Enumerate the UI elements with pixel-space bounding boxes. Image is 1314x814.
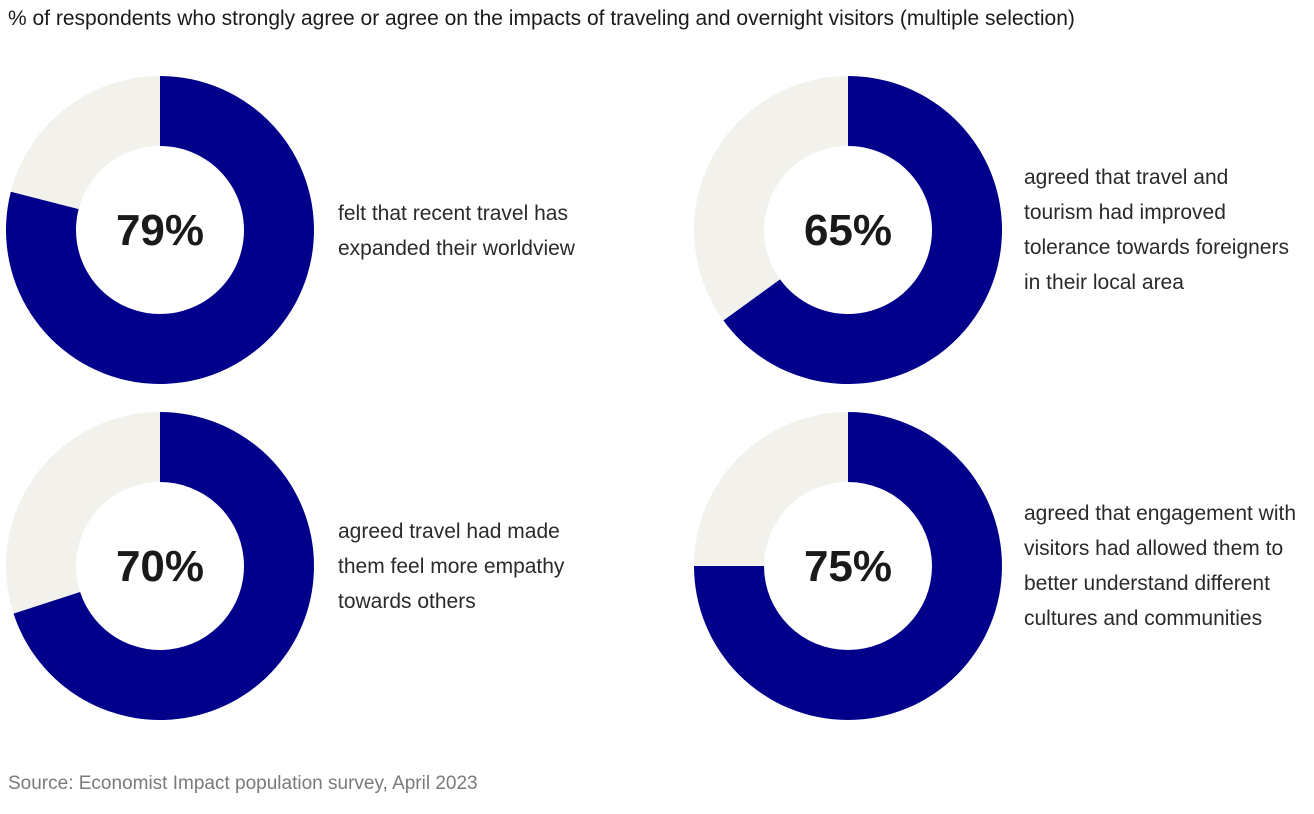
donut-remainder-slice xyxy=(10,76,160,210)
donut-remainder-slice xyxy=(5,412,161,614)
description-line: felt that recent travel has xyxy=(338,202,568,225)
description-line: visitors had allowed them to xyxy=(1024,537,1284,560)
description-line: in their local area xyxy=(1024,271,1184,294)
description-line: agreed that travel and xyxy=(1024,166,1229,189)
description-line: expanded their worldview xyxy=(338,237,575,260)
donut-center-label: 65% xyxy=(804,206,892,255)
donut-center-label: 75% xyxy=(804,542,892,591)
donut-chart-3: 70% xyxy=(5,412,315,720)
donut-chart-2: 65% xyxy=(694,76,1002,385)
description-line: cultures and communities xyxy=(1024,607,1263,630)
donut-value-slice xyxy=(723,76,1002,385)
description-line: agreed travel had made xyxy=(338,520,560,543)
donut-center-label: 70% xyxy=(116,542,204,591)
donut-description-2: agreed that travel and tourism had improv… xyxy=(1024,160,1289,300)
donut-chart-1: 79% xyxy=(5,76,314,384)
description-line: better understand different xyxy=(1024,572,1270,595)
donut-value-slice xyxy=(5,76,314,384)
description-line: them feel more empathy xyxy=(338,555,565,578)
description-line: towards others xyxy=(338,590,476,613)
description-line: agreed that engagement with xyxy=(1024,502,1297,525)
chart-title: % of respondents who strongly agree or a… xyxy=(8,7,1075,30)
donut-remainder-slice xyxy=(694,412,848,566)
description-line: tolerance towards foreigners xyxy=(1024,236,1289,259)
donut-description-4: agreed that engagement with visitors had … xyxy=(1024,496,1296,636)
donut-value-slice xyxy=(13,412,315,720)
donut-description-1: felt that recent travel has expanded thei… xyxy=(338,196,575,266)
donut-center-label: 79% xyxy=(116,206,204,255)
source-note: Source: Economist Impact population surv… xyxy=(8,773,478,794)
description-line: tourism had improved xyxy=(1024,201,1226,224)
donut-remainder-slice xyxy=(694,76,848,321)
donut-value-slice xyxy=(694,412,1002,720)
donut-description-3: agreed travel had made them feel more emp… xyxy=(338,514,564,619)
donut-chart-4: 75% xyxy=(694,412,1002,720)
